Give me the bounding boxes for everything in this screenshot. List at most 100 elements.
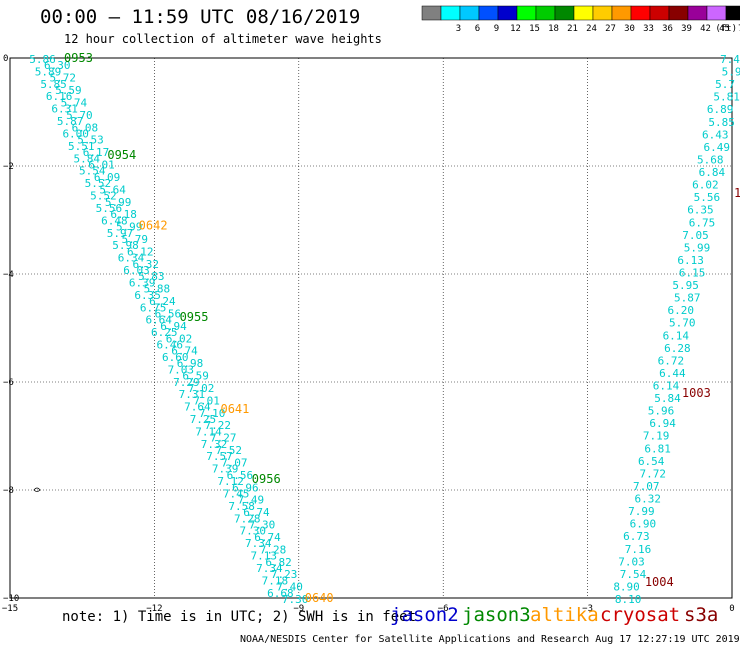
pass-time-label: 1004: [645, 575, 674, 589]
legend-swatch: [478, 5, 499, 21]
pass-time-label: 1003: [682, 386, 711, 400]
legend-swatch: [706, 5, 727, 21]
legend-tick-label: 30: [624, 24, 635, 34]
wave-height-value: 6.02: [692, 179, 719, 192]
legend-tick-label: 9: [494, 24, 499, 34]
wave-height-value: 6.17: [83, 146, 110, 159]
wave-height-value: 5.56: [96, 202, 123, 215]
lon-tick-label: −3: [582, 604, 593, 614]
wave-height-value: 5.85: [40, 78, 67, 91]
wave-height-value: 7.14: [195, 425, 222, 438]
wave-height-value: 7.31: [179, 388, 206, 401]
wave-height-value: 5.87: [57, 115, 84, 128]
wave-height-value: 6.89: [707, 103, 734, 116]
satellite-label-jason3: jason3: [462, 604, 531, 626]
wave-height-value: 5.99: [684, 241, 711, 254]
wave-height-value: 7.52: [216, 444, 243, 457]
lat-tick-label: −6: [3, 378, 14, 388]
wave-height-value: 7.34: [245, 537, 272, 550]
wave-height-value: 5.51: [68, 140, 95, 153]
wave-height-value: 6.73: [623, 530, 650, 543]
wave-height-value: 5.95: [672, 279, 699, 292]
legend-swatch: [630, 5, 651, 21]
wave-height-value: 7.64: [184, 401, 211, 414]
legend-tick-label: 39: [681, 24, 692, 34]
legend-swatch: [459, 5, 480, 21]
wave-height-value: 6.01: [88, 159, 115, 172]
satellite-label-cryosat: cryosat: [600, 604, 681, 626]
lat-tick-label: 0: [3, 54, 8, 64]
wave-height-value: 7.02: [188, 382, 215, 395]
legend-swatch: [440, 5, 461, 21]
pass-time-label: 0641: [220, 402, 249, 416]
wave-height-value: 6.49: [704, 141, 731, 154]
wave-height-value: 6.75: [140, 301, 167, 314]
wave-height-value: 5.74: [61, 96, 88, 109]
wave-height-value: 6.09: [94, 171, 121, 184]
wave-height-value: 5.96: [648, 405, 675, 418]
wave-height-value: 5.85: [708, 116, 735, 129]
wave-height-value: 5.87: [674, 292, 701, 305]
satellite-label-altika: altika: [530, 604, 599, 626]
wave-height-value: 6.20: [667, 304, 694, 317]
legend-tick-label: 42: [700, 24, 711, 34]
page-subtitle: 12 hour collection of altimeter wave hei…: [64, 32, 382, 46]
wave-height-value: 5.53: [77, 134, 104, 147]
wave-height-value: 6.02: [166, 332, 193, 345]
wave-height-value: 6.74: [171, 345, 198, 358]
wave-height-value: 6.94: [160, 320, 187, 333]
wave-height-value: 6.54: [638, 455, 665, 468]
wave-height-value: 7.28: [260, 543, 287, 556]
page-title: 00:00 – 11:59 UTC 08/16/2019: [40, 6, 361, 28]
wave-height-value: 7.72: [639, 467, 666, 480]
wave-height-value: 7.34: [256, 562, 283, 575]
wave-height-value: 6.68: [267, 587, 294, 600]
legend-tick-label: 15: [529, 24, 540, 34]
satellite-label-s3a: s3a: [684, 604, 719, 626]
wave-height-value: 7.49: [238, 494, 265, 507]
wave-height-value: 6.35: [687, 204, 714, 217]
wave-height-value: 7.03: [618, 555, 645, 568]
wave-height-value: 7.29: [173, 376, 200, 389]
lon-tick-label: 0: [729, 604, 734, 614]
wave-height-value: 6.03: [123, 264, 150, 277]
wave-height-value: 5.99: [105, 196, 132, 209]
wave-height-value: 6.43: [702, 128, 729, 141]
wave-height-value: 5.98: [112, 239, 139, 252]
wave-height-value: 8.10: [615, 593, 642, 606]
wave-height-value: 6.14: [663, 329, 690, 342]
legend-swatch: [535, 5, 556, 21]
map-frame: [9, 57, 733, 599]
wave-height-value: 6.84: [699, 166, 726, 179]
pass-time-label: 0642: [139, 218, 168, 232]
wave-height-value: 5.86: [29, 53, 56, 66]
wave-height-value: 7.18: [262, 574, 289, 587]
wave-height-value: 6.56: [155, 307, 182, 320]
lon-tick-label: −9: [293, 604, 304, 614]
legend-swatch: [592, 5, 613, 21]
wave-height-value: 5.9: [722, 66, 740, 79]
wave-height-value: 6.64: [145, 314, 172, 327]
wave-height-value: 7.23: [271, 568, 298, 581]
wave-height-value: 6.94: [649, 417, 676, 430]
legend-tick-label: 33: [643, 24, 654, 34]
legend-tick-label: 18: [548, 24, 559, 34]
wave-height-value: 5.99: [116, 221, 143, 234]
wave-height-value: 5.72: [50, 72, 77, 85]
wave-height-value: 6.24: [149, 295, 176, 308]
lon-tick-label: −12: [146, 604, 162, 614]
legend-swatch: [687, 5, 708, 21]
wave-height-value: 7.45: [223, 487, 250, 500]
pass-time-label: 0954: [107, 148, 136, 162]
wave-height-value: 7.19: [643, 430, 670, 443]
wave-height-value: 7.05: [682, 229, 709, 242]
legend-unit-label: (ft): [715, 24, 737, 34]
legend-tick-label: 6: [475, 24, 480, 34]
lat-tick-label: −10: [3, 594, 19, 604]
wave-height-value: 7.54: [620, 568, 647, 581]
wave-height-value: 8.90: [613, 580, 640, 593]
wave-height-value: 6.60: [162, 351, 189, 364]
wave-height-value: 6.39: [129, 276, 156, 289]
